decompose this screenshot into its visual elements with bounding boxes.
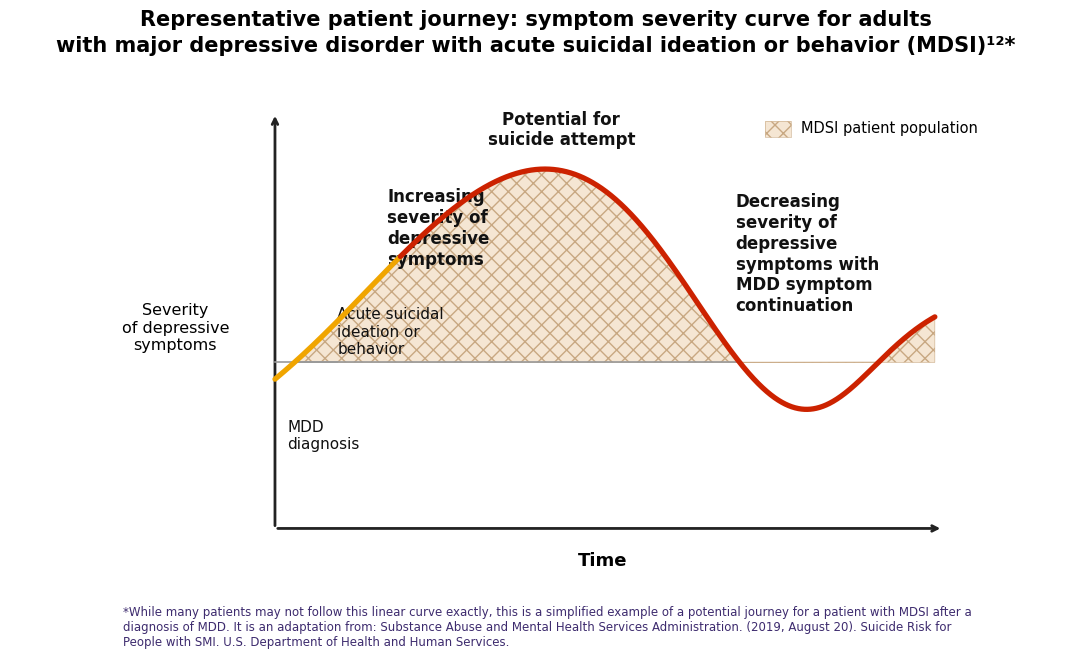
Text: Increasing
severity of
depressive
symptoms: Increasing severity of depressive sympto… bbox=[387, 188, 489, 268]
Text: Time: Time bbox=[578, 552, 628, 570]
Text: MDD
diagnosis: MDD diagnosis bbox=[287, 420, 360, 452]
Text: Representative patient journey: symptom severity curve for adults: Representative patient journey: symptom … bbox=[139, 10, 932, 30]
Text: Acute suicidal
ideation or
behavior: Acute suicidal ideation or behavior bbox=[337, 307, 443, 357]
Text: Potential for
suicide attempt: Potential for suicide attempt bbox=[487, 111, 635, 150]
Text: MDSI patient population: MDSI patient population bbox=[801, 121, 978, 136]
Polygon shape bbox=[295, 169, 935, 362]
Text: *While many patients may not follow this linear curve exactly, this is a simplif: *While many patients may not follow this… bbox=[123, 606, 971, 649]
Text: with major depressive disorder with acute suicidal ideation or behavior (MDSI)¹²: with major depressive disorder with acut… bbox=[56, 36, 1015, 56]
Text: Decreasing
severity of
depressive
symptoms with
MDD symptom
continuation: Decreasing severity of depressive sympto… bbox=[736, 193, 879, 315]
Polygon shape bbox=[765, 120, 791, 136]
Text: Severity
of depressive
symptoms: Severity of depressive symptoms bbox=[122, 304, 229, 353]
